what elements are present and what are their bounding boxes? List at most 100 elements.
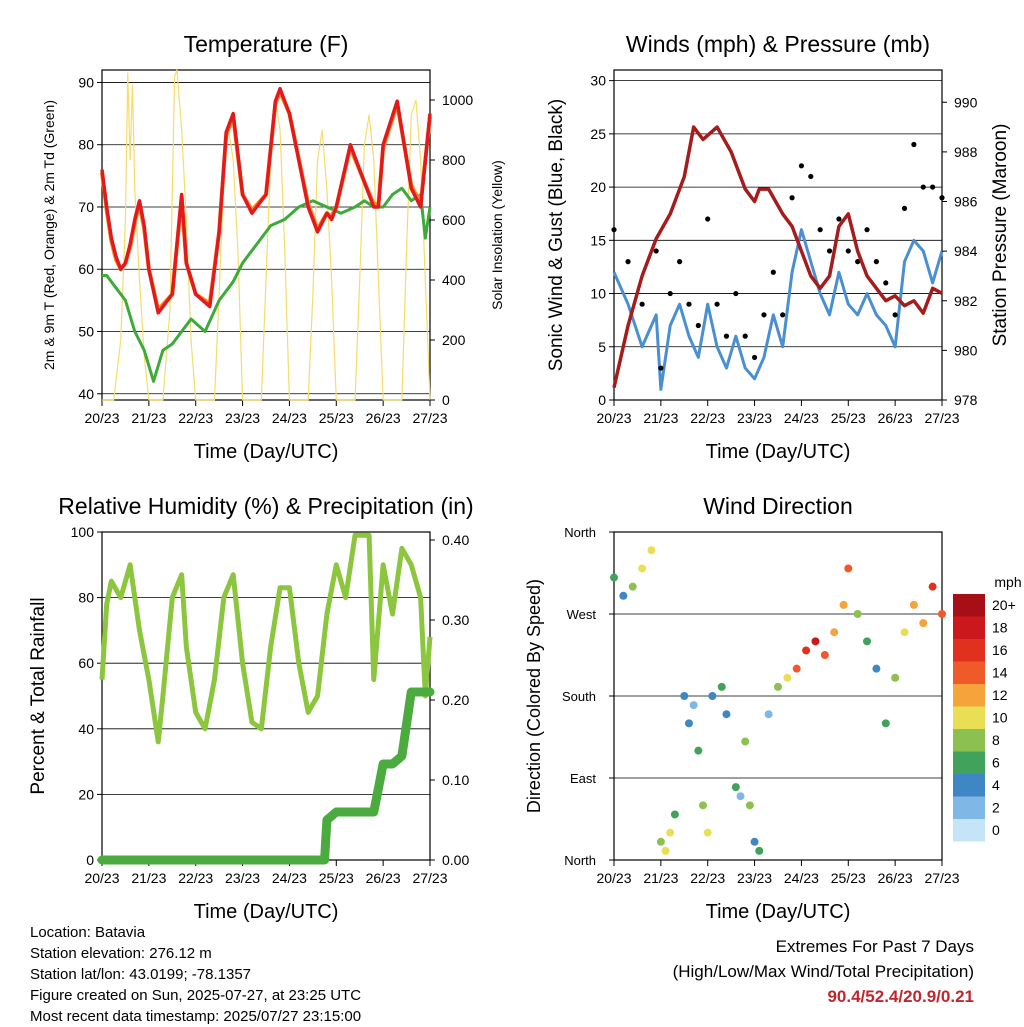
y-tick-label: 40 <box>78 721 94 737</box>
legend-label: 4 <box>992 777 1000 793</box>
y-tick-label: 5 <box>598 339 606 355</box>
direction-point <box>919 619 928 628</box>
legend-label: 10 <box>992 710 1008 726</box>
y-tick-label: 0 <box>598 392 606 408</box>
y2-tick-label: 990 <box>954 94 978 110</box>
direction-point <box>750 837 759 846</box>
y-tick-label: 80 <box>78 137 94 153</box>
x-axis-label: Time (Day/UTC) <box>194 441 339 463</box>
gust-point <box>798 163 805 169</box>
x-tick-label: 26/23 <box>878 870 913 886</box>
x-tick-label: 21/23 <box>643 410 678 426</box>
y2-axis-label: Solar Insolation (Yellow) <box>489 160 505 310</box>
direction-point <box>638 564 647 573</box>
y-tick-label: 10 <box>590 286 606 302</box>
direction-point <box>610 573 618 582</box>
direction-point <box>656 837 665 846</box>
x-tick-label: 25/23 <box>831 870 866 886</box>
y-tick-label: 0 <box>86 852 94 868</box>
direction-point <box>863 637 872 646</box>
gust-point <box>911 141 917 148</box>
y-tick-label: 20 <box>78 786 94 802</box>
chart-title: Relative Humidity (%) & Precipitation (i… <box>58 493 473 519</box>
legend-swatch <box>953 819 985 842</box>
y2-tick-label: 984 <box>954 243 978 259</box>
x-axis-label: Time (Day/UTC) <box>706 901 851 923</box>
station-info: Location: Batavia Station elevation: 276… <box>30 922 361 1027</box>
direction-point <box>938 610 946 618</box>
y-tick-label: 60 <box>78 655 94 671</box>
plot-frame <box>101 69 431 401</box>
direction-point <box>619 591 628 600</box>
gust-point <box>930 184 936 190</box>
x-tick-label: 25/23 <box>831 410 866 426</box>
station-elevation: Station elevation: 276.12 m <box>30 945 212 962</box>
direction-point <box>647 546 656 555</box>
x-tick-label: 20/23 <box>596 870 631 886</box>
gust-point <box>658 365 664 371</box>
x-tick-label: 23/23 <box>225 870 260 886</box>
legend-swatch <box>953 706 985 729</box>
x-tick-label: 22/23 <box>178 870 213 886</box>
legend-swatch <box>953 616 985 639</box>
y-tick-label: 90 <box>78 74 94 90</box>
x-tick-label: 26/23 <box>366 870 401 886</box>
x-tick-label: 20/23 <box>596 410 631 426</box>
x-tick-label: 24/23 <box>272 410 307 426</box>
legend-swatch <box>953 594 985 617</box>
gust-point <box>845 248 851 254</box>
y-tick-label: 70 <box>78 199 94 215</box>
gust-point <box>836 216 842 222</box>
y-tick-label: North <box>564 525 596 540</box>
gust-point <box>817 227 823 233</box>
gust-point <box>677 259 683 265</box>
x-tick-label: 22/23 <box>690 870 725 886</box>
direction-point <box>684 719 693 728</box>
direction-point <box>820 651 829 659</box>
legend-label: 20+ <box>992 597 1016 613</box>
legend-label: 12 <box>992 687 1008 703</box>
most-recent-timestamp: Most recent data timestamp: 2025/07/27 2… <box>30 1008 362 1025</box>
y2-tick-label: 986 <box>954 194 978 210</box>
y2-tick-label: 0.20 <box>442 692 469 708</box>
gust-point <box>826 248 833 254</box>
direction-point <box>708 692 717 700</box>
direction-point <box>661 846 670 855</box>
temperature-panel: Temperature (F) 40 50 60 70 80 90 20/23 21/23 22/… <box>41 31 505 463</box>
y2-tick-label: 978 <box>954 392 978 408</box>
y-tick-label: 60 <box>78 261 94 277</box>
direction-point <box>853 610 862 618</box>
extremes-subtitle: (High/Low/Max Wind/Total Precipitation) <box>672 962 974 981</box>
direction-point <box>731 783 740 792</box>
legend-swatch <box>953 684 985 707</box>
legend-title: mph <box>994 574 1021 590</box>
precip-line <box>97 687 435 865</box>
y2-tick-label: 982 <box>954 293 978 309</box>
y2-tick-label: 0.10 <box>442 772 469 788</box>
direction-point <box>755 846 764 855</box>
direction-point <box>736 792 745 801</box>
y-tick-label: 25 <box>590 126 606 142</box>
y2-tick-label: 0 <box>442 392 450 408</box>
legend-swatch <box>953 751 985 774</box>
x-tick-label: 26/23 <box>878 410 913 426</box>
direction-point <box>741 737 750 746</box>
y-tick-label: 15 <box>590 232 606 248</box>
gust-point <box>695 322 701 329</box>
x-tick-label: 25/23 <box>319 870 354 886</box>
y2-tick-label: 0.40 <box>442 532 469 548</box>
y2-tick-label: 400 <box>442 272 466 288</box>
y-tick-label: 80 <box>78 590 94 606</box>
direction-point <box>792 664 801 673</box>
x-tick-label: 27/23 <box>924 870 959 886</box>
gust-point <box>864 227 870 233</box>
x-axis-label: Time (Day/UTC) <box>706 441 851 463</box>
pressure-line <box>612 125 943 388</box>
gust-point <box>920 184 926 190</box>
figure-created: Figure created on Sun, 2025-07-27, at 23… <box>30 987 362 1004</box>
legend-label: 8 <box>992 732 1000 748</box>
extremes-values: 90.4/52.4/20.9/0.21 <box>827 987 974 1006</box>
legend-label: 0 <box>992 822 1000 838</box>
legend-swatch <box>953 661 985 684</box>
extremes-title: Extremes For Past 7 Days <box>775 937 974 956</box>
